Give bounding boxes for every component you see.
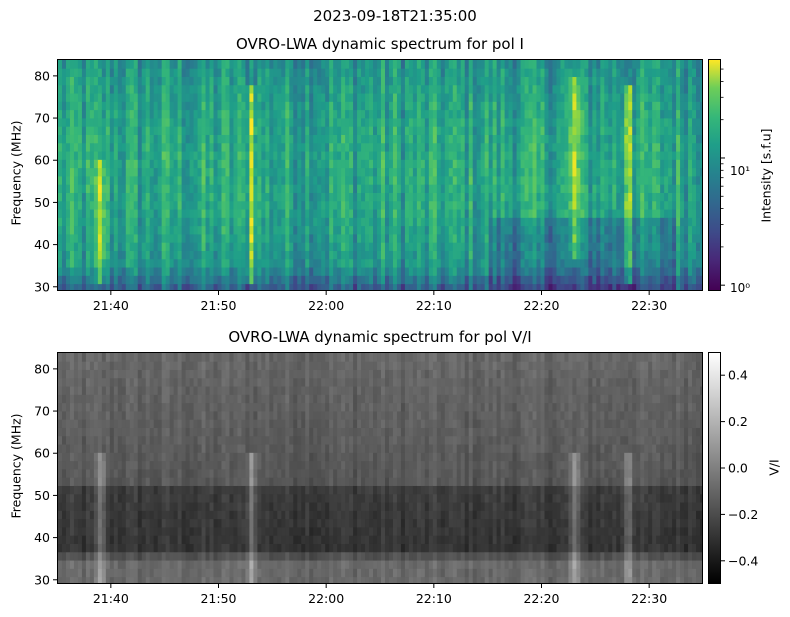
bottom-xtick-label: 22:30 [631, 591, 667, 606]
bottom-ytick-label: 60 [34, 446, 50, 461]
bottom-ytick-label: 70 [34, 404, 50, 419]
bottom-spectrum-plot [57, 352, 703, 584]
bottom-plot-title: OVRO-LWA dynamic spectrum for pol V/I [228, 328, 532, 346]
bottom-colorbar-tick-label: 0.2 [728, 414, 748, 429]
bottom-xtick-label: 22:20 [523, 591, 559, 606]
top-ytick-label: 80 [34, 68, 50, 83]
top-colorbar-tick-10: 10¹ [730, 164, 751, 178]
top-plot-title: OVRO-LWA dynamic spectrum for pol I [236, 35, 524, 53]
figure-suptitle: 2023-09-18T21:35:00 [313, 7, 477, 25]
bottom-ytick-label: 40 [34, 530, 50, 545]
top-ytick-label: 70 [34, 111, 50, 126]
bottom-xtick-label: 22:10 [416, 591, 452, 606]
top-ytick-label: 30 [34, 279, 50, 294]
bottom-colorbar-tick-label: 0.4 [728, 368, 748, 383]
bottom-ytick-label: 30 [34, 572, 50, 587]
top-xtick-label: 21:50 [200, 298, 236, 313]
top-xtick-label: 22:10 [416, 298, 452, 313]
top-colorbar-tick-1: 10⁰ [730, 281, 751, 295]
top-ytick-label: 40 [34, 237, 50, 252]
bottom-ytick-label: 50 [34, 488, 50, 503]
top-spectrum-heatmap [58, 60, 702, 290]
top-spectrum-plot [57, 59, 703, 291]
bottom-xtick-label: 21:50 [200, 591, 236, 606]
bottom-colorbar-tick-label: 0.0 [728, 461, 748, 476]
top-xtick-label: 22:20 [523, 298, 559, 313]
bottom-ytick-label: 80 [34, 361, 50, 376]
top-xtick-label: 22:00 [308, 298, 344, 313]
bottom-colorbar [708, 352, 721, 584]
bottom-spectrum-heatmap [58, 353, 702, 583]
top-colorbar [708, 59, 721, 291]
bottom-xtick-label: 21:40 [93, 591, 129, 606]
top-ytick-label: 60 [34, 153, 50, 168]
bottom-xtick-label: 22:00 [308, 591, 344, 606]
top-xtick-label: 22:30 [631, 298, 667, 313]
top-ytick-label: 50 [34, 195, 50, 210]
top-xtick-label: 21:40 [93, 298, 129, 313]
bottom-colorbar-tick-label: −0.2 [728, 507, 758, 522]
bottom-colorbar-tick-label: −0.4 [728, 553, 758, 568]
